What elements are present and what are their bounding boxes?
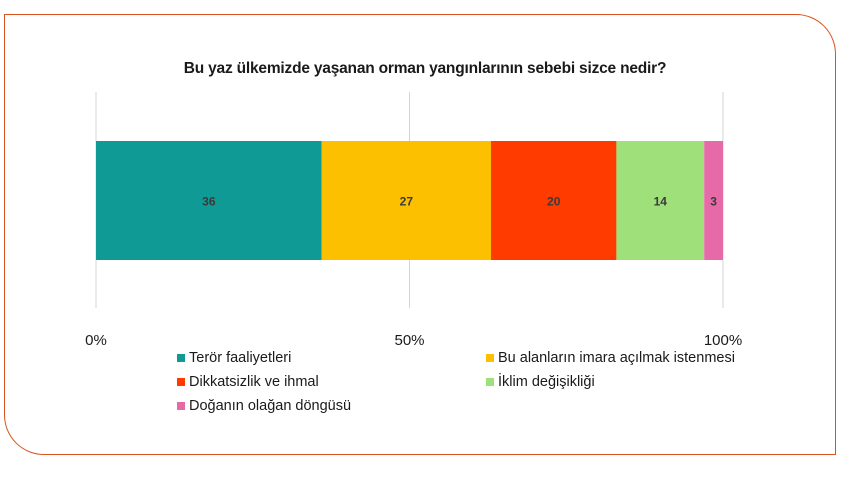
legend-item: Terör faaliyetleri	[177, 350, 291, 366]
legend-label: İklim değişikliği	[498, 374, 595, 390]
bar-segment-0	[96, 141, 322, 260]
bar-segment-3	[616, 141, 705, 260]
legend-swatch	[486, 354, 494, 362]
data-label: 27	[400, 195, 414, 209]
legend-item: Doğanın olağan döngüsü	[177, 398, 351, 414]
bar-segment-2	[491, 141, 617, 260]
legend-label: Bu alanların imara açılmak istenmesi	[498, 350, 735, 366]
bar-segment-4	[704, 141, 723, 260]
legend-label: Dikkatsizlik ve ihmal	[189, 374, 319, 390]
legend-item: İklim değişikliği	[486, 374, 595, 390]
legend-label: Doğanın olağan döngüsü	[189, 398, 352, 414]
legend-swatch	[177, 378, 185, 386]
x-tick-label: 0%	[85, 332, 107, 349]
legend-item: Dikkatsizlik ve ihmal	[177, 374, 319, 390]
chart-title: Bu yaz ülkemizde yaşanan orman yangınlar…	[183, 60, 667, 77]
legend-item: Bu alanların imara açılmak istenmesi	[486, 350, 735, 366]
legend-label: Terör faaliyetleri	[189, 350, 292, 366]
data-label: 3	[710, 195, 717, 209]
chart-frame	[4, 14, 836, 455]
legend-swatch	[486, 378, 494, 386]
data-label: 20	[547, 195, 561, 209]
bar-segment-1	[321, 141, 492, 260]
data-label: 36	[202, 195, 216, 209]
x-tick-label: 100%	[704, 332, 742, 349]
x-tick-label: 50%	[394, 332, 424, 349]
legend-swatch	[177, 402, 185, 410]
data-label: 14	[654, 195, 668, 209]
legend-swatch	[177, 354, 185, 362]
